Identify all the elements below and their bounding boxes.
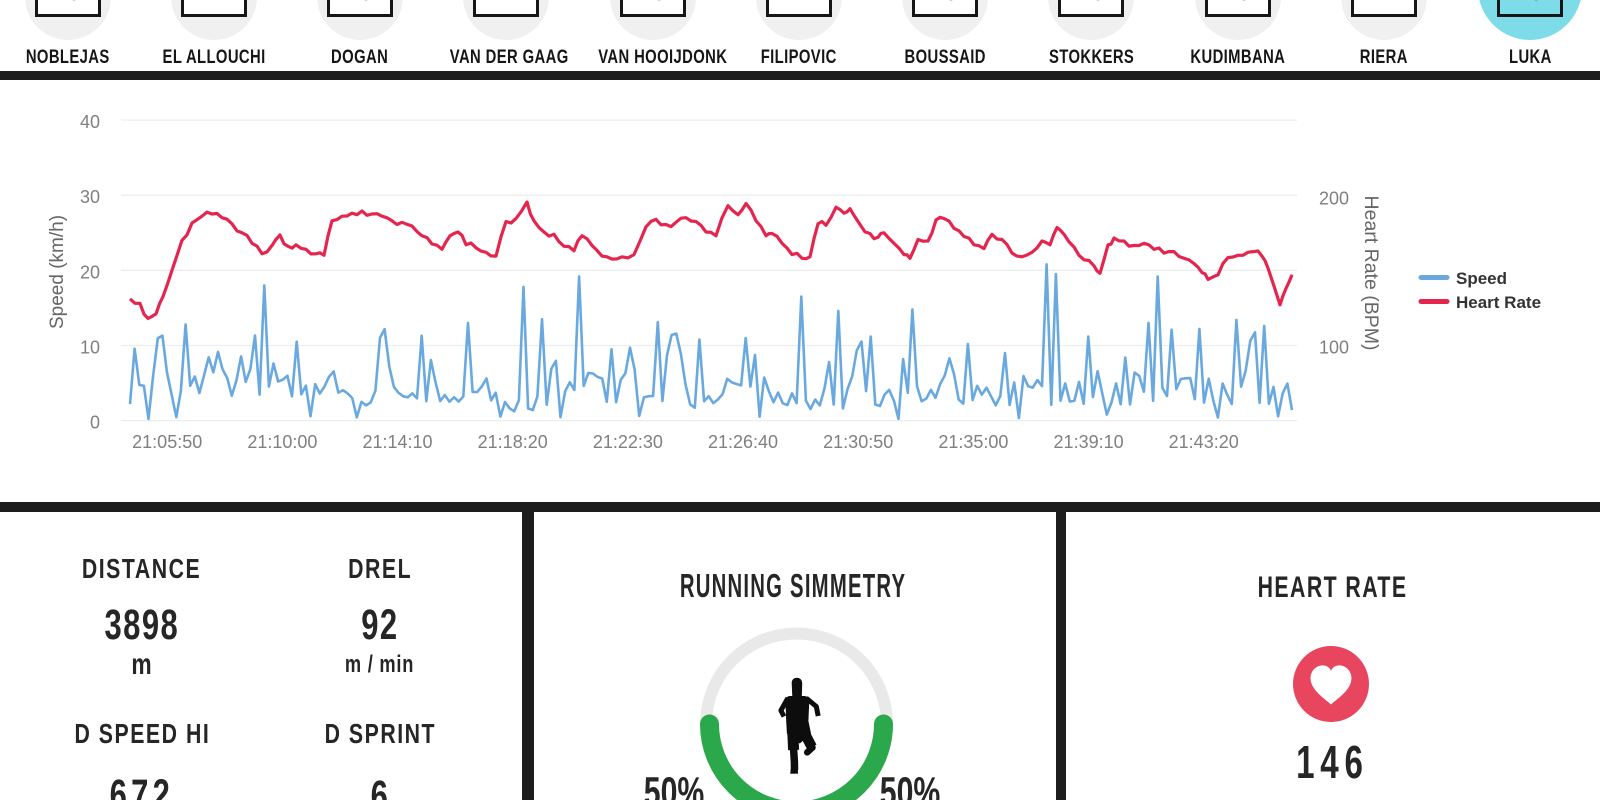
- svg-text:21:35:00: 21:35:00: [938, 432, 1008, 452]
- svg-text:20: 20: [80, 262, 100, 282]
- svg-text:10: 10: [80, 338, 100, 358]
- svg-text:21:30:50: 21:30:50: [823, 432, 893, 452]
- svg-text:21:39:10: 21:39:10: [1054, 432, 1124, 452]
- svg-text:40: 40: [80, 112, 100, 132]
- svg-text:Heart Rate (BPM): Heart Rate (BPM): [1360, 196, 1382, 351]
- svg-text:30: 30: [80, 187, 100, 207]
- svg-text:200: 200: [1319, 189, 1349, 209]
- svg-text:Speed: Speed: [1456, 269, 1507, 288]
- svg-text:Speed (km/h): Speed (km/h): [47, 215, 68, 329]
- svg-text:21:22:30: 21:22:30: [593, 432, 663, 452]
- svg-text:21:14:10: 21:14:10: [362, 432, 432, 452]
- svg-text:21:43:20: 21:43:20: [1169, 432, 1239, 452]
- svg-text:100: 100: [1319, 338, 1349, 358]
- svg-text:Heart Rate: Heart Rate: [1456, 293, 1541, 312]
- svg-text:21:26:40: 21:26:40: [708, 432, 778, 452]
- svg-text:0: 0: [90, 413, 100, 433]
- svg-text:21:18:20: 21:18:20: [478, 432, 548, 452]
- svg-text:21:05:50: 21:05:50: [132, 432, 202, 452]
- svg-text:21:10:00: 21:10:00: [247, 432, 317, 452]
